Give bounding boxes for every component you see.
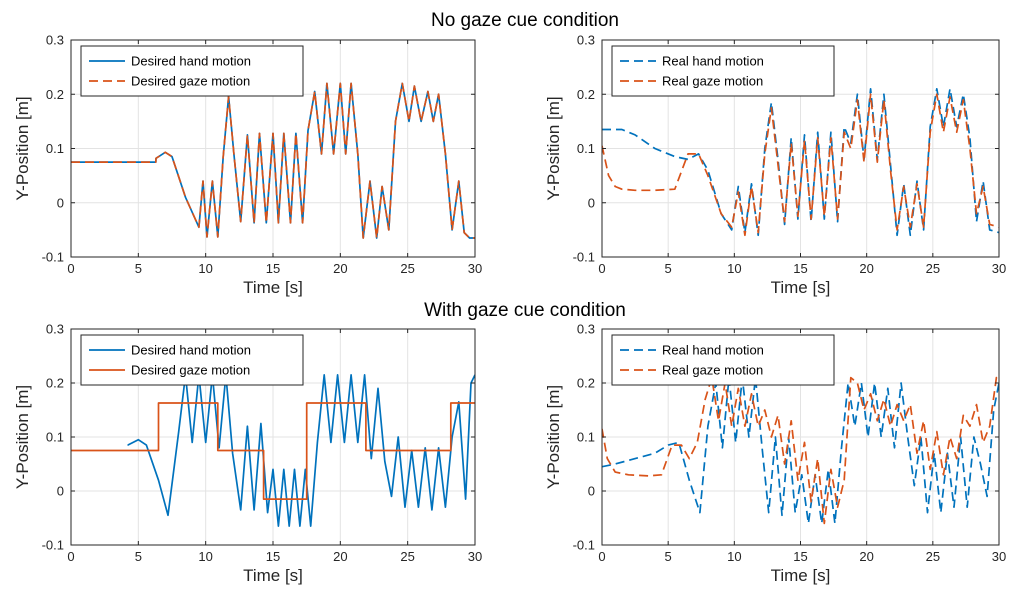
legend-box (80, 334, 304, 386)
y-tick-label: 0.2 (577, 87, 595, 102)
series-line-1 (126, 374, 475, 527)
x-tick-label: 0 (598, 549, 605, 564)
x-tick-label: 15 (793, 261, 807, 276)
y-tick-label: -0.1 (42, 250, 64, 265)
y-axis-label: Y-Position [m] (13, 385, 32, 489)
x-tick-label: 10 (727, 261, 741, 276)
x-tick-label: 30 (992, 261, 1006, 276)
x-tick-label: 15 (266, 261, 280, 276)
legend-label: Desired hand motion (131, 54, 251, 69)
x-axis-label: Time [s] (243, 278, 303, 297)
x-tick-label: 10 (198, 261, 212, 276)
x-tick-label: 0 (67, 261, 74, 276)
x-tick-label: 25 (926, 261, 940, 276)
x-axis-label: Time [s] (243, 566, 303, 585)
x-tick-label: 25 (400, 261, 414, 276)
legend: Desired hand motion Desired gaze motion (80, 334, 304, 386)
x-axis-label: Time [s] (771, 566, 831, 585)
legend-label: Real hand motion (662, 54, 764, 69)
legend-label: Real gaze motion (662, 74, 763, 89)
legend-box (80, 45, 304, 97)
legend-label: Desired gaze motion (131, 74, 250, 89)
y-tick-label: 0 (588, 195, 595, 210)
x-tick-label: 10 (727, 549, 741, 564)
x-tick-label: 5 (665, 261, 672, 276)
y-axis-label: Y-Position [m] (544, 385, 563, 489)
legend-label: Real gaze motion (662, 363, 763, 378)
section-title-bottom: With gaze cue condition (424, 300, 626, 321)
x-tick-label: 5 (135, 261, 142, 276)
x-tick-label: 30 (992, 549, 1006, 564)
y-tick-label: 0.3 (46, 33, 64, 48)
legend: Real hand motion Real gaze motion (611, 334, 835, 386)
y-tick-label: 0 (57, 484, 64, 499)
y-tick-label: 0.2 (46, 376, 64, 391)
y-tick-label: 0.1 (577, 141, 595, 156)
x-tick-label: 10 (198, 549, 212, 564)
y-tick-label: 0.3 (577, 33, 595, 48)
legend: Desired hand motion Desired gaze motion (80, 45, 304, 97)
y-tick-label: 0.1 (577, 430, 595, 445)
series-line-2 (71, 82, 475, 239)
y-tick-label: 0.3 (577, 322, 595, 337)
legend-label: Desired hand motion (131, 343, 251, 358)
x-tick-label: 15 (793, 549, 807, 564)
x-tick-label: 20 (859, 261, 873, 276)
legend-box (611, 45, 835, 97)
y-axis-label: Y-Position [m] (13, 96, 32, 200)
x-tick-label: 30 (468, 549, 482, 564)
y-tick-label: 0.3 (46, 322, 64, 337)
y-tick-label: 0.2 (46, 87, 64, 102)
section-title-top: No gaze cue condition (431, 10, 619, 31)
x-tick-label: 25 (400, 549, 414, 564)
legend-box (611, 334, 835, 386)
y-tick-label: -0.1 (573, 250, 595, 265)
x-tick-label: 0 (67, 549, 74, 564)
y-tick-label: 0.1 (46, 430, 64, 445)
series-line-1 (602, 376, 999, 525)
y-tick-label: 0 (57, 195, 64, 210)
y-tick-label: -0.1 (573, 538, 595, 553)
series-line-2 (602, 93, 999, 237)
y-tick-label: -0.1 (42, 538, 64, 553)
y-axis-label: Y-Position [m] (544, 96, 563, 200)
x-tick-label: 5 (665, 549, 672, 564)
legend-label: Desired gaze motion (131, 363, 250, 378)
x-tick-label: 30 (468, 261, 482, 276)
series-line-2 (602, 376, 999, 525)
x-tick-label: 15 (266, 549, 280, 564)
y-tick-label: 0 (588, 484, 595, 499)
x-tick-label: 0 (598, 261, 605, 276)
x-tick-label: 20 (333, 261, 347, 276)
x-tick-label: 20 (859, 549, 873, 564)
x-axis-label: Time [s] (771, 278, 831, 297)
y-tick-label: 0.1 (46, 141, 64, 156)
x-tick-label: 5 (135, 549, 142, 564)
y-tick-label: 0.2 (577, 376, 595, 391)
legend-label: Real hand motion (662, 343, 764, 358)
x-tick-label: 20 (333, 549, 347, 564)
x-tick-label: 25 (926, 549, 940, 564)
legend: Real hand motion Real gaze motion (611, 45, 835, 97)
series-line-2 (71, 402, 475, 500)
